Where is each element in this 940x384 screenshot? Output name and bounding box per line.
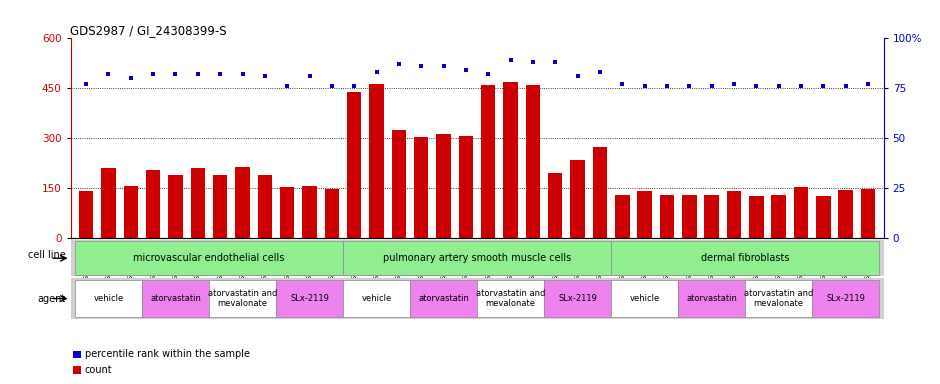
Text: agent: agent	[38, 293, 66, 304]
Bar	[682, 195, 697, 238]
Bar	[436, 134, 451, 238]
Bar	[544, 280, 611, 317]
Bar	[191, 168, 205, 238]
Bar	[123, 187, 138, 238]
Text: atorvastatin: atorvastatin	[150, 294, 201, 303]
Bar	[615, 195, 630, 238]
Bar	[347, 92, 362, 238]
Bar	[525, 85, 540, 238]
Bar	[637, 191, 651, 238]
Text: count: count	[85, 365, 112, 375]
Text: percentile rank within the sample: percentile rank within the sample	[85, 349, 250, 359]
Bar	[704, 195, 719, 238]
Bar	[861, 189, 875, 238]
Bar	[816, 196, 831, 238]
Text: atorvastatin and
mevalonate: atorvastatin and mevalonate	[744, 289, 813, 308]
Text: pulmonary artery smooth muscle cells: pulmonary artery smooth muscle cells	[383, 253, 572, 263]
Bar	[611, 242, 879, 275]
Text: vehicle: vehicle	[361, 294, 392, 303]
Bar	[727, 192, 742, 238]
Bar	[414, 137, 429, 238]
Bar	[168, 175, 182, 238]
Bar	[303, 187, 317, 238]
Bar	[459, 136, 473, 238]
Bar	[280, 187, 294, 238]
Bar	[235, 167, 250, 238]
Bar	[79, 191, 93, 238]
Bar	[503, 82, 518, 238]
Bar	[745, 280, 812, 317]
Bar	[548, 173, 562, 238]
Bar	[324, 189, 339, 238]
Bar	[343, 242, 611, 275]
Text: atorvastatin and
mevalonate: atorvastatin and mevalonate	[476, 289, 545, 308]
Bar	[410, 280, 477, 317]
Bar	[660, 195, 674, 238]
Text: atorvastatin and
mevalonate: atorvastatin and mevalonate	[208, 289, 277, 308]
Bar	[838, 190, 853, 238]
Bar	[812, 280, 879, 317]
Text: GDS2987 / GI_24308399-S: GDS2987 / GI_24308399-S	[70, 24, 227, 37]
Text: SLx-2119: SLx-2119	[290, 294, 329, 303]
Bar	[369, 84, 384, 238]
Text: microvascular endothelial cells: microvascular endothelial cells	[133, 253, 285, 263]
Bar	[772, 195, 786, 238]
Text: atorvastatin: atorvastatin	[418, 294, 469, 303]
Text: SLx-2119: SLx-2119	[826, 294, 865, 303]
Bar	[75, 280, 142, 317]
Text: SLx-2119: SLx-2119	[558, 294, 597, 303]
Text: vehicle: vehicle	[630, 294, 660, 303]
Bar	[212, 175, 227, 238]
Text: atorvastatin: atorvastatin	[686, 294, 737, 303]
Bar	[209, 280, 276, 317]
Bar	[481, 85, 495, 238]
Bar	[611, 280, 678, 317]
Bar	[258, 175, 272, 238]
Text: cell line: cell line	[28, 250, 66, 260]
Bar	[343, 280, 410, 317]
Bar	[102, 168, 116, 238]
Bar	[477, 280, 544, 317]
Bar	[592, 147, 607, 238]
Bar	[75, 242, 343, 275]
Bar	[678, 280, 745, 317]
Bar	[146, 170, 161, 238]
Bar	[749, 197, 763, 238]
Bar	[392, 130, 406, 238]
Text: vehicle: vehicle	[93, 294, 123, 303]
Bar	[276, 280, 343, 317]
Text: dermal fibroblasts: dermal fibroblasts	[701, 253, 790, 263]
Bar	[571, 160, 585, 238]
Bar	[793, 187, 808, 238]
Bar	[142, 280, 209, 317]
